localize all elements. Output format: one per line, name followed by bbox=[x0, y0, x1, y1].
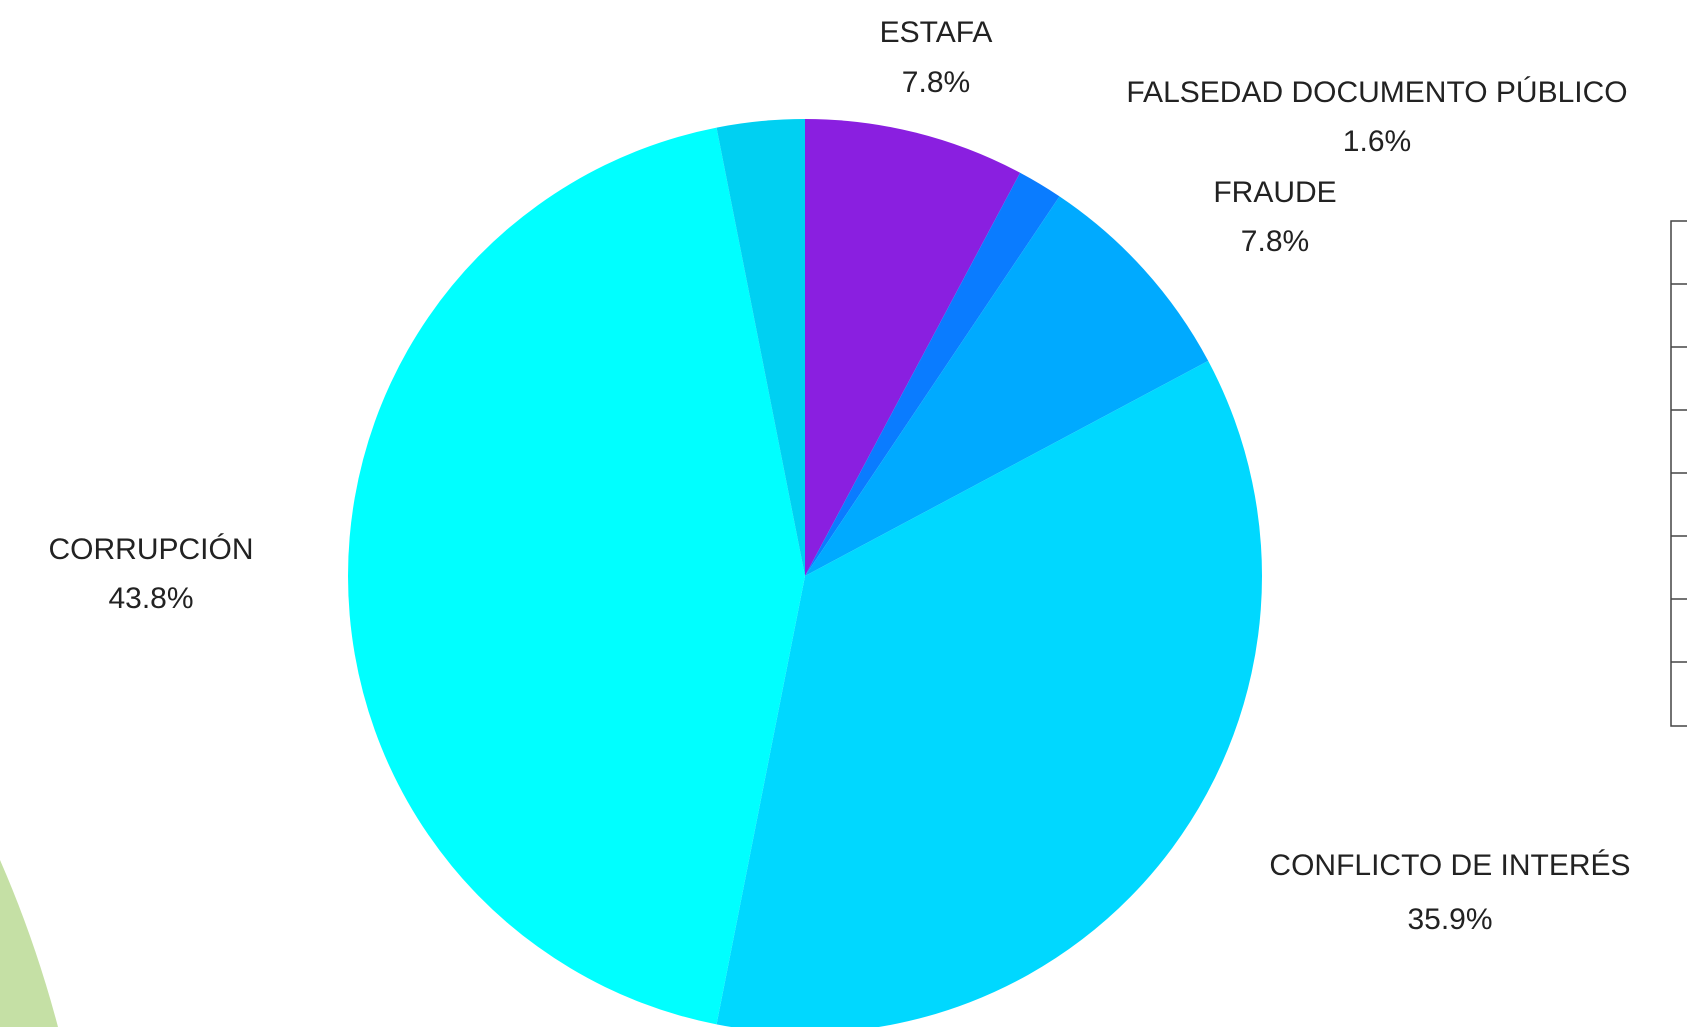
slice-label: CORRUPCIÓN bbox=[48, 533, 253, 566]
slice-value-label: 35.9% bbox=[1407, 903, 1492, 936]
slice-value-label: 7.8% bbox=[902, 66, 970, 99]
pie-slice bbox=[348, 127, 805, 1025]
pie-slice bbox=[805, 172, 1060, 576]
slice-value-label: 43.8% bbox=[108, 582, 193, 615]
slice-value-label: 1.6% bbox=[1343, 125, 1411, 158]
slice-label: FRAUDE bbox=[1213, 176, 1336, 209]
side-table bbox=[1670, 220, 1687, 727]
pie-slice bbox=[805, 196, 1209, 577]
pie-slice bbox=[805, 119, 1021, 576]
slice-label: CONFLICTO DE INTERÉS bbox=[1269, 849, 1630, 882]
decoration bbox=[0, 860, 58, 1027]
slice-value-label: 7.8% bbox=[1241, 225, 1309, 258]
pie-slice bbox=[716, 360, 1262, 1027]
slice-label: FALSEDAD DOCUMENTO PÚBLICO bbox=[1126, 76, 1627, 109]
pie-slice bbox=[716, 119, 805, 576]
slice-label: ESTAFA bbox=[880, 16, 993, 49]
